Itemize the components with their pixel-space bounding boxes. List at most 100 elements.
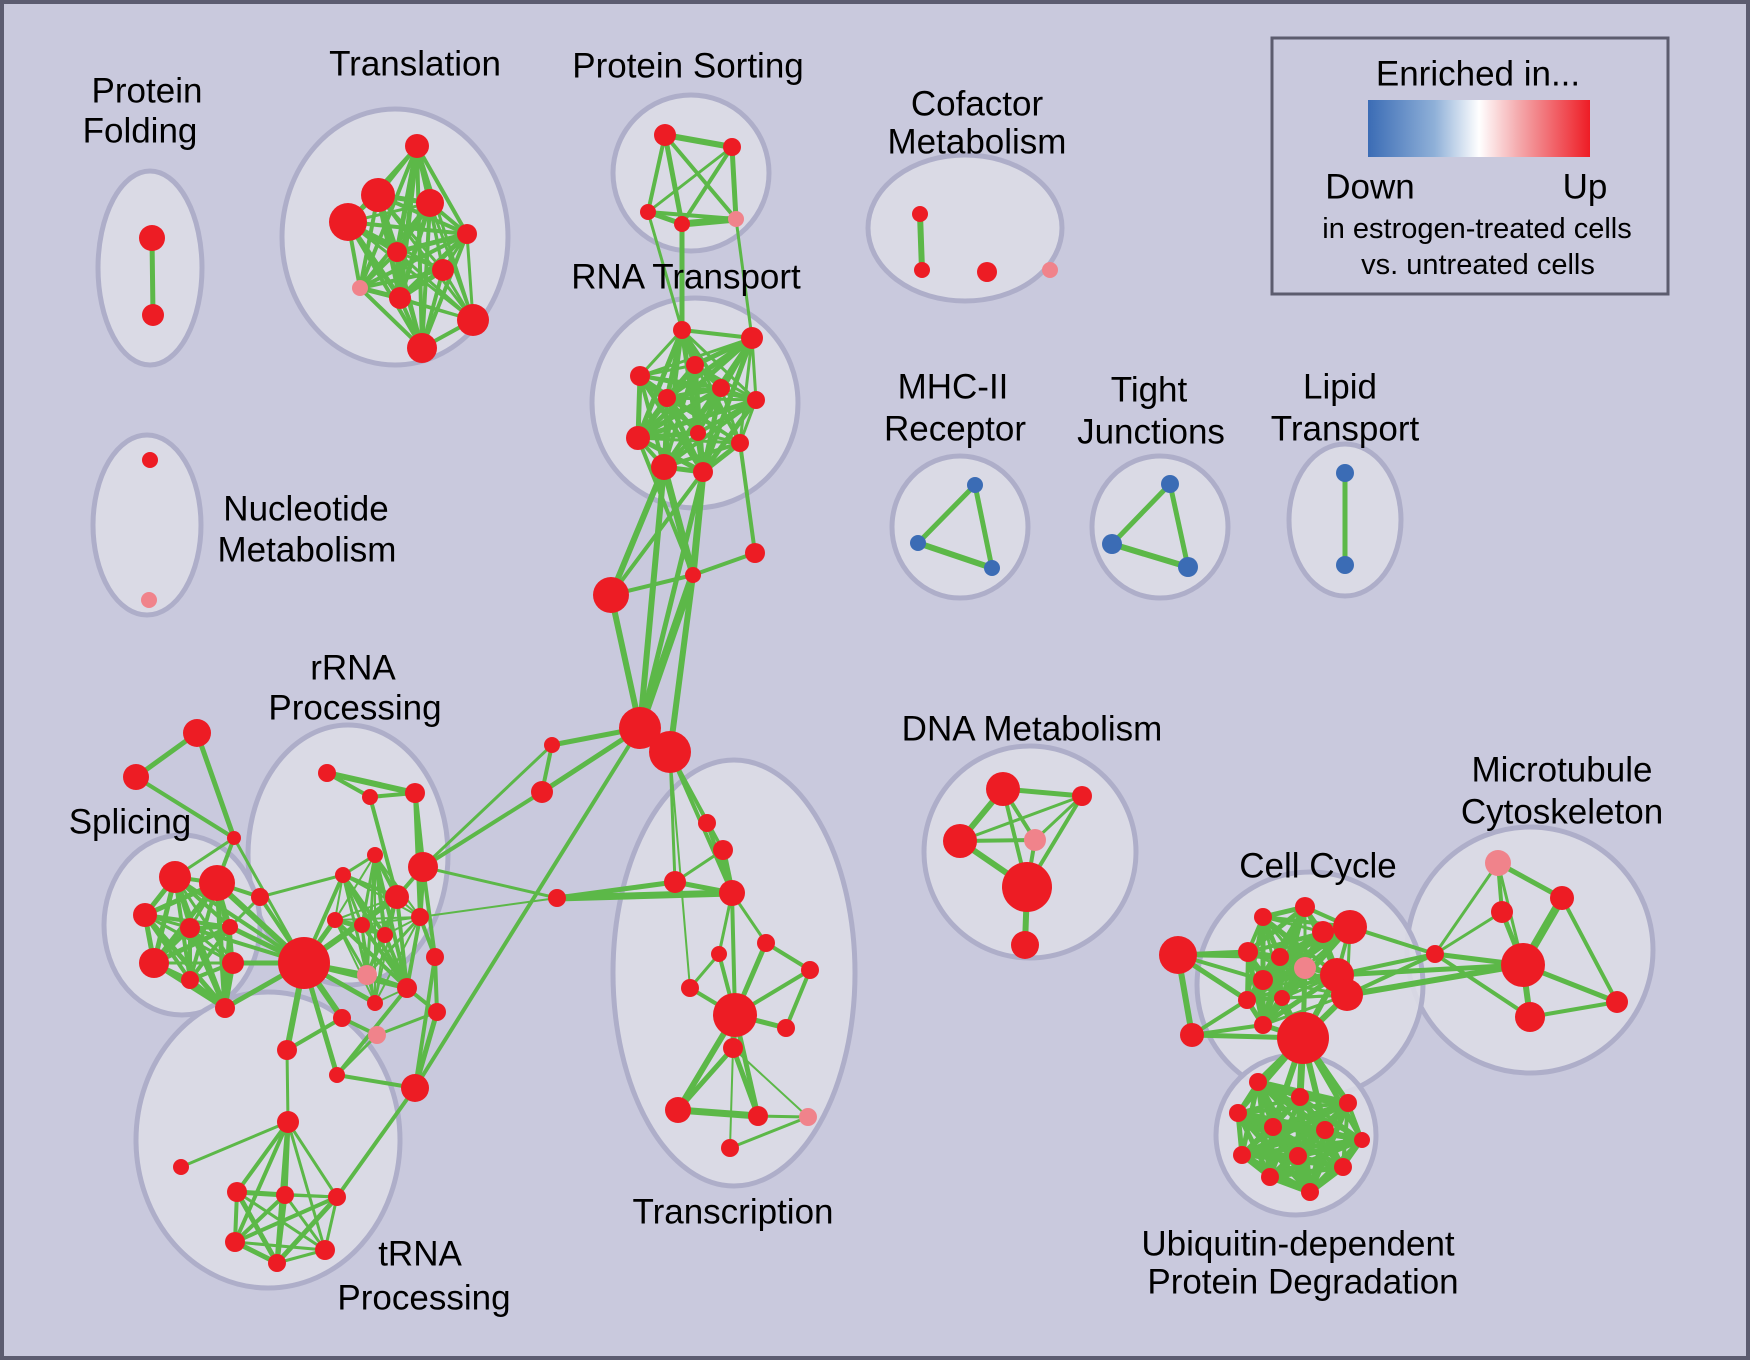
edge-tr4-tr10 [346,220,475,322]
edge-tr3-tr10 [428,201,475,322]
node-tx4 [719,880,745,906]
cluster-label-trna-processing-line2: Processing [337,1278,510,1317]
edge-rt2-rt10 [738,336,754,445]
cluster-label-tight-junctions-line1: Tight [1111,370,1188,409]
node-tx10 [777,1019,795,1037]
edge-tj1-tj2 [1109,481,1173,547]
node-cc4 [1254,908,1272,926]
node-nm2 [141,592,157,608]
node-ub10 [1334,1158,1352,1176]
node-tx6 [757,934,775,952]
edge-hub2-tx7 [669,751,691,989]
node-mt4 [1501,943,1545,987]
legend-up-label: Up [1563,167,1608,206]
edge-ps3-rt1 [646,210,684,332]
edge-rr10-rr14 [374,916,421,1004]
cluster-label-rna-transport-line1: RNA Transport [571,257,801,296]
edge-rt11-ch3 [608,464,667,598]
edge-rr1-rr3 [324,770,418,796]
node-rr12 [357,965,377,985]
node-st3 [227,831,241,845]
node-dm2 [1072,786,1092,806]
node-rt1 [673,321,691,339]
edge-mt4-cc10 [1334,962,1526,978]
cluster-ellipse-protein-sorting [610,92,772,254]
node-nm1 [142,452,158,468]
edge-rr7-rr10 [334,916,421,921]
edge-rr10-rr13 [405,915,422,990]
node-cc15 [1277,1012,1329,1064]
node-tx7 [681,979,699,997]
cluster-label-protein-sorting-line1: Protein Sorting [572,46,804,85]
legend-gradient-bar [1368,100,1590,157]
edge-sp5-sp8 [188,925,232,982]
edge-mt5-mt6 [1433,952,1532,1019]
edge-tx9-tx12 [675,1045,736,1113]
edge-rr6-rr13 [395,895,409,990]
edge-mt2-mt7 [1560,896,1619,1004]
node-rt12 [693,462,713,482]
node-sp1 [159,861,191,893]
node-rr17 [368,1026,386,1044]
node-rr4 [367,847,383,863]
node-tx14 [799,1108,817,1126]
cluster-label-trna-processing-line1: tRNA [378,1234,462,1273]
edge-tj2-tj3 [1109,541,1191,570]
node-cc8 [1271,948,1289,966]
edge-rr6-rr14 [374,896,398,1004]
edge-tr1-tr8 [358,144,419,290]
node-tr6 [387,242,407,262]
edge-rt1-rt4 [638,328,684,378]
edge-dm2-dm3 [958,794,1084,843]
edge-ps5-rt2 [734,217,754,340]
node-tx3 [698,814,716,832]
node-tr4 [329,203,367,241]
node-pf2 [142,304,164,326]
cluster-label-tight-junctions-line2: Junctions [1077,412,1225,451]
edge-tx14-tx15 [728,1115,810,1150]
edge-rt11-ch1 [660,463,697,579]
cluster-label-cofactor-metabolism-line1: Cofactor [911,84,1044,123]
cluster-label-translation-line1: Translation [329,44,501,83]
node-hubL [278,937,330,989]
node-lt1 [1336,464,1354,482]
edge-st2-st3 [134,775,236,840]
node-dm1 [986,772,1020,806]
edge-tr6-tr10 [395,250,475,322]
edge-ps4-ps5 [678,215,740,228]
edge-rr19-rr11 [421,865,437,959]
edge-tx0-tx4 [553,889,736,902]
edge-rt7-rt11 [662,398,758,469]
node-tr9 [389,287,411,309]
node-ch2 [745,543,765,563]
edge-hub1-tn3 [413,726,642,1090]
edge-ch1-hub1 [636,571,697,732]
edge-rr18-rr5 [258,873,345,899]
node-mt1 [1485,850,1511,876]
edge-tx9-tx13 [730,1045,761,1119]
node-rr8 [354,917,370,933]
edge-mt5-mt1 [1433,861,1500,956]
cluster-label-microtubule-cytoskeleton-line2: Cytoskeleton [1461,792,1663,831]
node-tr11 [407,333,437,363]
node-tx5 [711,946,727,962]
node-cc14 [1254,1016,1272,1034]
edge-mh2-mh3 [915,540,995,571]
node-cf2 [914,262,930,278]
edge-tn1-tn4 [285,1048,290,1124]
node-ps4 [674,216,690,232]
node-rr19 [408,852,438,882]
node-rr16 [333,1009,351,1027]
edge-mt5-mt3 [1433,910,1504,956]
edge-rr11-tn3 [413,955,437,1090]
edge-ch3-hub1 [608,592,643,731]
node-rr3 [405,783,425,803]
node-rr5 [335,867,351,883]
node-ch1 [685,567,701,583]
edge-ch1-hub2 [667,572,696,755]
node-tr10 [457,304,489,336]
edge-rr19-tx0 [421,865,559,900]
cluster-ellipse-cofactor-metabolism [865,152,1065,304]
node-tr7 [432,259,454,281]
